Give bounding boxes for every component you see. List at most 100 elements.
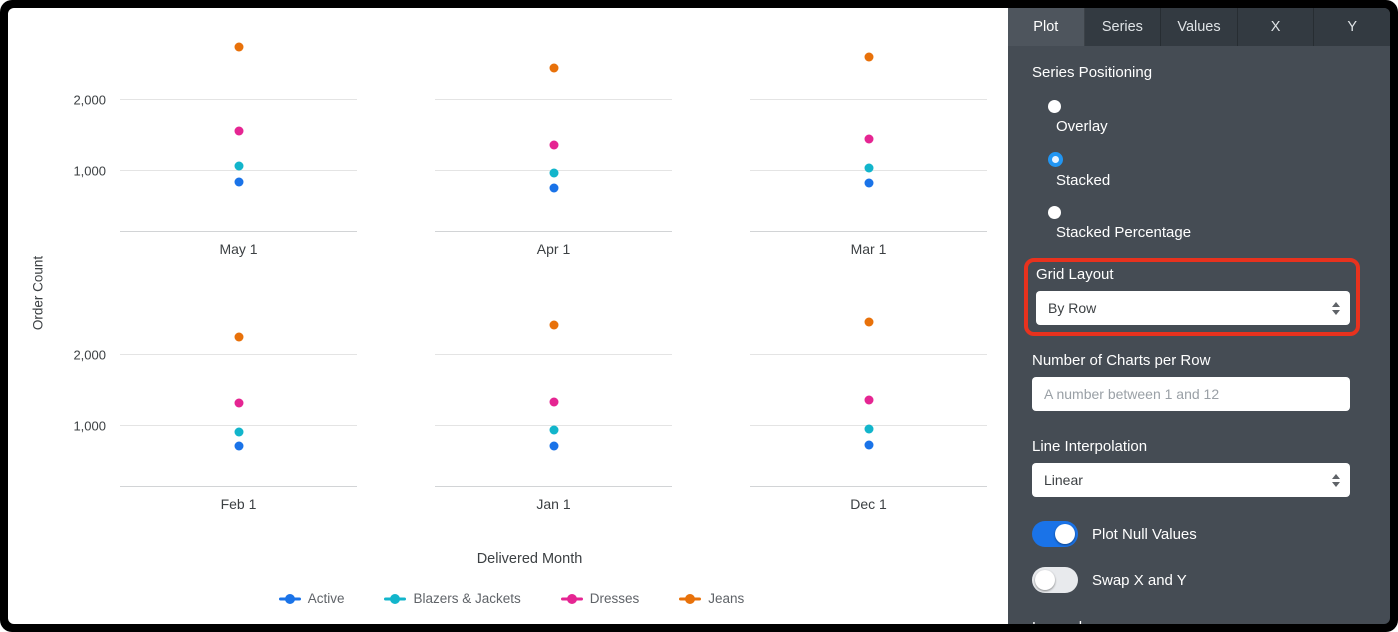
facet-row-top: 2,000 1,000 May 1 Apr 1 Mar 1 <box>73 32 1008 258</box>
tab-plot[interactable]: Plot <box>1008 8 1085 46</box>
chart-canvas: Order Count 2,000 1,000 May 1 Apr 1 Mar 1 2,… <box>8 8 1008 624</box>
data-point-jeans[interactable] <box>864 317 873 327</box>
data-point-active[interactable] <box>549 441 558 451</box>
tab-series[interactable]: Series <box>1085 8 1162 46</box>
legend-marker <box>679 593 702 604</box>
legend-marker <box>278 593 301 604</box>
panel-tab-bar: Plot Series Values X Y <box>1008 8 1390 46</box>
data-point-blazers-jackets[interactable] <box>864 163 873 173</box>
legend-item-jeans[interactable]: Jeans <box>679 591 744 606</box>
line-interpolation-value: Linear <box>1044 472 1083 488</box>
x-axis-line <box>435 486 672 487</box>
x-axis-line <box>120 486 357 487</box>
annotation-highlight-box: Grid Layout By Row <box>1024 258 1360 336</box>
data-point-dresses[interactable] <box>549 140 558 150</box>
data-point-blazers-jackets[interactable] <box>549 168 558 178</box>
grid-layout-select[interactable]: By Row <box>1036 291 1350 325</box>
line-interpolation-select[interactable]: Linear <box>1032 463 1350 497</box>
legend-dot <box>685 593 696 604</box>
facet-x-label: Jan 1 <box>536 496 571 512</box>
panel-body: Series Positioning Overlay Stacked Stacked… <box>1008 46 1390 624</box>
toggle-row-swap-x-and-y: Swap X and Y <box>1032 567 1350 593</box>
legend-label: Blazers & Jackets <box>413 591 521 606</box>
legend-dot <box>566 593 577 604</box>
legend-dot <box>284 593 295 604</box>
toggle-knob <box>1055 524 1075 544</box>
facet-chart-mar-1: Mar 1 <box>750 32 987 258</box>
legend-item-blazers-jackets[interactable]: Blazers & Jackets <box>384 591 521 606</box>
radio-option-overlay[interactable]: Overlay <box>1048 100 1350 136</box>
facet-plot <box>435 287 672 487</box>
data-point-blazers-jackets[interactable] <box>234 427 243 437</box>
toggle-swap-x-and-y[interactable] <box>1032 567 1078 593</box>
tab-values[interactable]: Values <box>1161 8 1238 46</box>
data-point-active[interactable] <box>864 440 873 450</box>
gridline-2000 <box>750 98 987 100</box>
charts-per-row-label: Number of Charts per Row <box>1032 352 1211 369</box>
gridline-1000 <box>120 424 357 426</box>
data-point-blazers-jackets[interactable] <box>549 425 558 435</box>
legend-marker <box>560 593 583 604</box>
legend-item-active[interactable]: Active <box>278 591 344 606</box>
legend-item-dresses[interactable]: Dresses <box>560 591 640 606</box>
charts-per-row-input[interactable] <box>1032 377 1350 411</box>
data-point-dresses[interactable] <box>549 397 558 407</box>
facet-chart-dec-1: Dec 1 <box>750 287 987 513</box>
gridline-2000 <box>120 353 357 355</box>
data-point-jeans[interactable] <box>864 52 873 62</box>
select-stepper-icon <box>1332 301 1340 315</box>
grid-layout-value: By Row <box>1048 300 1097 316</box>
radio-button-stacked-percentage[interactable] <box>1048 206 1061 219</box>
radio-button-overlay[interactable] <box>1048 100 1061 113</box>
data-point-dresses[interactable] <box>864 395 873 405</box>
data-point-active[interactable] <box>864 178 873 188</box>
data-point-jeans[interactable] <box>549 63 558 73</box>
facet-chart-feb-1: 2,000 1,000 Feb 1 <box>73 287 357 513</box>
y-tick-label: 1,000 <box>73 163 106 179</box>
data-point-jeans[interactable] <box>549 320 558 330</box>
radio-option-stacked[interactable]: Stacked <box>1048 152 1350 190</box>
data-point-jeans[interactable] <box>234 332 243 342</box>
data-point-dresses[interactable] <box>234 126 243 136</box>
facet-plot <box>750 32 987 232</box>
y-tick-label: 2,000 <box>73 92 106 108</box>
toggle-knob <box>1035 570 1055 590</box>
radio-button-stacked[interactable] <box>1048 152 1063 167</box>
x-axis-line <box>435 231 672 232</box>
data-point-blazers-jackets[interactable] <box>234 161 243 171</box>
data-point-dresses[interactable] <box>864 134 873 144</box>
data-point-blazers-jackets[interactable] <box>864 424 873 434</box>
gridline-2000 <box>435 98 672 100</box>
gridline-2000 <box>435 353 672 355</box>
select-stepper-icon <box>1332 473 1340 487</box>
series-positioning-label: Series Positioning <box>1032 64 1153 81</box>
facet-chart-jan-1: Jan 1 <box>435 287 672 513</box>
toggle-group: Plot Null Values Swap X and Y <box>1032 521 1350 593</box>
data-point-jeans[interactable] <box>234 42 243 52</box>
tab-x[interactable]: X <box>1238 8 1315 46</box>
data-point-active[interactable] <box>234 177 243 187</box>
facet-chart-may-1: 2,000 1,000 May 1 <box>73 32 357 258</box>
data-point-active[interactable] <box>234 441 243 451</box>
tab-y[interactable]: Y <box>1347 19 1357 35</box>
toggle-row-plot-null-values: Plot Null Values <box>1032 521 1350 547</box>
facet-plot: 2,000 1,000 <box>73 32 357 232</box>
x-axis-title: Delivered Month <box>476 551 583 567</box>
toggle-plot-null-values[interactable] <box>1032 521 1078 547</box>
facet-x-label: Mar 1 <box>850 241 887 257</box>
legend-dot <box>390 593 401 604</box>
facet-chart-apr-1: Apr 1 <box>435 32 672 258</box>
legend-label: Dresses <box>589 591 640 606</box>
data-point-active[interactable] <box>549 183 558 193</box>
facet-x-label: Feb 1 <box>220 496 257 512</box>
x-axis-line <box>750 231 987 232</box>
radio-option-stacked-percentage[interactable]: Stacked Percentage <box>1048 206 1350 242</box>
gridline-2000 <box>750 353 987 355</box>
radio-label-stacked-percentage: Stacked Percentage <box>1056 224 1192 241</box>
y-tick-label: 2,000 <box>73 347 106 363</box>
data-point-dresses[interactable] <box>234 398 243 408</box>
settings-panel: Plot Series Values X Y Series Positioning Ov… <box>1008 8 1390 624</box>
legend-section-label: Legend <box>1032 619 1350 624</box>
legend-label: Jeans <box>708 591 745 606</box>
